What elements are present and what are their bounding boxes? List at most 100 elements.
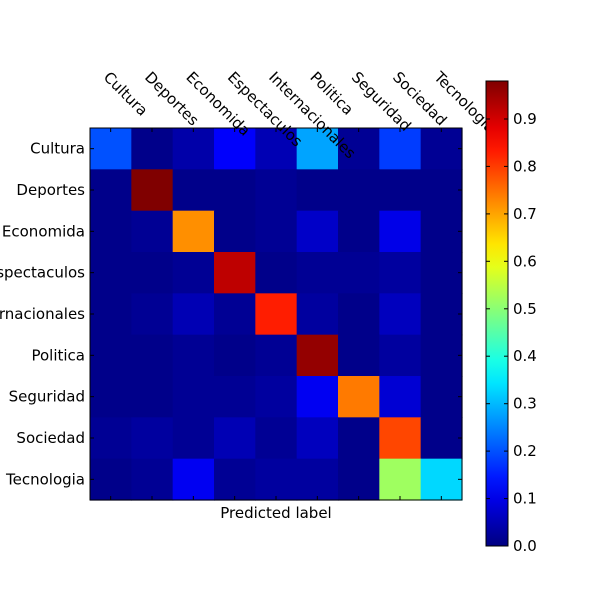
heatmap-cell-espectaculos-politica — [296, 252, 339, 294]
colorbar-ticks: 0.0 0.1 0.2 0.3 0.4 0.5 0.6 0.7 0.8 0.9 — [486, 110, 537, 555]
heatmap-cell-tecnologia-espectaculos — [214, 458, 256, 501]
x-tick-label: Cultura — [100, 68, 152, 120]
y-tick-label: Deportes — [16, 181, 85, 199]
heatmap-cell-sociedad-espectaculos — [214, 417, 256, 460]
heatmap-cell-sociedad-deportes — [131, 417, 174, 460]
heatmap-cell-politica-deportes — [131, 334, 174, 377]
y-tick-label: Economida — [2, 222, 85, 240]
heatmap-cell-internacionales-seguridad — [338, 293, 380, 336]
y-tick-label: Politica — [31, 346, 85, 364]
y-tick-label: Sociedad — [16, 429, 85, 447]
y-tick-label: Internacionales — [0, 305, 85, 323]
heatmap-cell-politica-economida — [172, 334, 215, 377]
heatmap-cell-cultura-seguridad — [338, 128, 380, 170]
heatmap-cell-seguridad-internacionales — [255, 376, 298, 418]
heatmap-cell-deportes-economida — [172, 169, 215, 212]
heatmap-cell-cultura-sociedad — [379, 128, 422, 170]
heatmap-cell-deportes-cultura — [90, 169, 132, 212]
heatmap-cell-internacionales-economida — [172, 293, 215, 336]
heatmap-cell-internacionales-espectaculos — [214, 293, 256, 336]
heatmap-cell-tecnologia-cultura — [90, 458, 132, 501]
heatmap-cell-tecnologia-tecnologia — [420, 458, 463, 501]
colorbar-tick-label: 0.4 — [513, 347, 537, 365]
colorbar-tick-label: 0.5 — [513, 300, 537, 318]
heatmap-cell-politica-tecnologia — [420, 334, 463, 377]
heatmap-cell-internacionales-deportes — [131, 293, 174, 336]
heatmap-cell-internacionales-tecnologia — [420, 293, 463, 336]
heatmap-cell-economida-tecnologia — [420, 210, 463, 253]
heatmap-cell-internacionales-politica — [296, 293, 339, 336]
heatmap-cell-politica-sociedad — [379, 334, 422, 377]
heatmap-cell-sociedad-sociedad — [379, 417, 422, 460]
heatmap-cell-seguridad-deportes — [131, 376, 174, 418]
heatmap-cell-espectaculos-seguridad — [338, 252, 380, 294]
heatmap-cell-tecnologia-economida — [172, 458, 215, 501]
heatmap-cell-seguridad-espectaculos — [214, 376, 256, 418]
heatmap-cell-cultura-deportes — [131, 128, 174, 170]
heatmap-cell-espectaculos-cultura — [90, 252, 132, 294]
colorbar-tick-label: 0.6 — [513, 252, 537, 270]
colorbar-tick-label: 0.1 — [513, 490, 537, 508]
heatmap-cell-sociedad-politica — [296, 417, 339, 460]
heatmap-cell-politica-espectaculos — [214, 334, 256, 377]
heatmap-cell-economida-seguridad — [338, 210, 380, 253]
heatmap-cell-sociedad-cultura — [90, 417, 132, 460]
heatmap-cell-cultura-internacionales — [255, 128, 298, 170]
heatmap-cell-deportes-deportes — [131, 169, 174, 212]
heatmap-cell-internacionales-sociedad — [379, 293, 422, 336]
heatmap-cell-deportes-politica — [296, 169, 339, 212]
heatmap-cell-cultura-tecnologia — [420, 128, 463, 170]
colorbar — [485, 80, 509, 547]
heatmap-cell-espectaculos-tecnologia — [420, 252, 463, 294]
x-axis-label: Predicted label — [220, 504, 331, 522]
heatmap-cell-tecnologia-politica — [296, 458, 339, 501]
heatmap-cell-sociedad-economida — [172, 417, 215, 460]
heatmap-cell-espectaculos-deportes — [131, 252, 174, 294]
heatmap-cell-tecnologia-sociedad — [379, 458, 422, 501]
heatmap-cell-espectaculos-internacionales — [255, 252, 298, 294]
y-tick-label: Cultura — [30, 140, 85, 158]
heatmap-cell-politica-seguridad — [338, 334, 380, 377]
heatmap-cell-economida-internacionales — [255, 210, 298, 253]
heatmap-cell-politica-internacionales — [255, 334, 298, 377]
heatmap-cell-politica-politica — [296, 334, 339, 377]
y-tick-label: Seguridad — [9, 388, 85, 406]
heatmap-cell-seguridad-tecnologia — [420, 376, 463, 418]
heatmap-cell-tecnologia-seguridad — [338, 458, 380, 501]
heatmap-cell-espectaculos-economida — [172, 252, 215, 294]
y-tick-label: Espectaculos — [0, 264, 85, 282]
heatmap-cell-politica-cultura — [90, 334, 132, 377]
colorbar-tick-label: 0.7 — [513, 205, 537, 223]
y-tick-label: Tecnologia — [5, 470, 85, 488]
heatmap-cell-seguridad-politica — [296, 376, 339, 418]
colorbar-tick-label: 0.9 — [513, 110, 537, 128]
heatmap-cell-cultura-espectaculos — [214, 128, 256, 170]
heatmap-cell-economida-espectaculos — [214, 210, 256, 253]
heatmap-cell-sociedad-tecnologia — [420, 417, 463, 460]
heatmap-cell-economida-economida — [172, 210, 215, 253]
heatmap-cell-cultura-economida — [172, 128, 215, 170]
heatmap-cell-tecnologia-internacionales — [255, 458, 298, 501]
heatmap-cell-espectaculos-sociedad — [379, 252, 422, 294]
heatmap-cell-deportes-internacionales — [255, 169, 298, 212]
heatmap-cell-economida-politica — [296, 210, 339, 253]
heatmap-cell-deportes-tecnologia — [420, 169, 463, 212]
heatmap-cell-espectaculos-espectaculos — [214, 252, 256, 294]
heatmap-cell-internacionales-cultura — [90, 293, 132, 336]
heatmap-cell-seguridad-economida — [172, 376, 215, 418]
colorbar-tick-label: 0.3 — [513, 395, 537, 413]
colorbar-tick-label: 0.0 — [513, 537, 537, 555]
heatmap-cell-economida-cultura — [90, 210, 132, 253]
colorbar-tick-label: 0.8 — [513, 157, 537, 175]
heatmap-cell-internacionales-internacionales — [255, 293, 298, 336]
heatmap-cell-deportes-espectaculos — [214, 169, 256, 212]
heatmap-cell-seguridad-cultura — [90, 376, 132, 418]
heatmap-cell-cultura-cultura — [90, 128, 132, 170]
heatmap-cell-economida-sociedad — [379, 210, 422, 253]
y-tick-labels: Cultura Deportes Economida Espectaculos Inte… — [0, 140, 85, 489]
heatmap-cell-seguridad-seguridad — [338, 376, 380, 418]
heatmap-cell-seguridad-sociedad — [379, 376, 422, 418]
heatmap-cell-economida-deportes — [131, 210, 174, 253]
